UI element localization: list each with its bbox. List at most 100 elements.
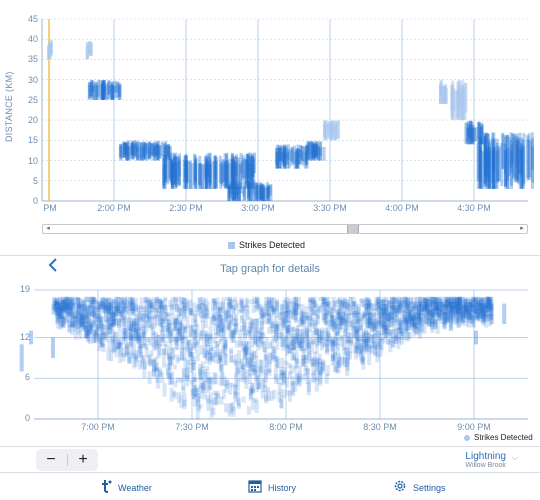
strike-mark	[103, 80, 106, 94]
scroll-right-arrow-icon[interactable]: ▸	[520, 225, 524, 232]
strike-mark	[386, 312, 391, 319]
strike-mark	[346, 313, 351, 323]
chevron-left-icon[interactable]	[48, 258, 58, 277]
strike-mark	[210, 353, 215, 362]
strike-mark	[257, 184, 261, 201]
strike-mark	[133, 330, 138, 339]
strike-mark	[401, 300, 406, 307]
strike-mark	[414, 322, 419, 334]
strike-mark	[208, 335, 213, 347]
strike-mark	[340, 299, 345, 310]
strike-mark	[265, 306, 270, 316]
strike-mark	[437, 303, 441, 311]
layer-selector[interactable]: Lightning Willow Brook ⌵	[465, 451, 518, 469]
strike-mark	[115, 304, 120, 313]
strike-mark	[113, 343, 117, 352]
strike-mark	[329, 320, 334, 328]
strike-mark	[430, 302, 435, 317]
strike-mark	[171, 354, 176, 360]
strike-mark	[242, 305, 247, 311]
strike-mark	[326, 332, 331, 346]
strike-mark	[509, 140, 513, 174]
strike-mark	[181, 297, 186, 304]
tab-settings[interactable]: Settings	[393, 479, 446, 496]
strike-mark	[134, 355, 139, 363]
scrollbar-thumb[interactable]	[347, 225, 359, 233]
strike-mark	[336, 309, 341, 316]
strike-mark	[109, 297, 113, 308]
strike-mark	[145, 314, 150, 323]
strike-mark	[340, 315, 345, 326]
strike-mark	[144, 301, 149, 313]
strike-mark	[384, 306, 389, 319]
strike-mark	[97, 312, 101, 323]
strike-mark	[157, 298, 162, 308]
strike-mark	[142, 144, 145, 161]
strike-mark	[185, 367, 190, 378]
strike-mark	[189, 379, 194, 385]
zoom-in-button[interactable]: +	[78, 451, 88, 468]
distance-plot-area[interactable]	[0, 0, 540, 222]
strike-mark	[367, 311, 372, 322]
strike-mark	[164, 304, 169, 316]
zoom-out-button[interactable]: −	[46, 451, 56, 468]
strike-mark	[148, 303, 153, 309]
strike-chart[interactable]: 19 12 6 0 7:00 PM 7:30 PM 8:00 PM 8:30 PM 9:00 …	[0, 282, 540, 447]
strike-mark	[278, 147, 282, 169]
strike-mark	[408, 309, 412, 321]
timeline-scrollbar[interactable]: ◂ ▸	[42, 224, 528, 234]
strike-mark	[353, 341, 357, 354]
strike-mark	[126, 146, 130, 161]
strike-mark	[239, 341, 244, 346]
distance-chart[interactable]: DISTANCE (KM) 45 40 35 30 25 20 15 10 5 0 PM 2:00 …	[0, 0, 540, 250]
strike-mark	[368, 323, 373, 331]
strike-mark	[435, 320, 440, 334]
strike-mark	[263, 384, 268, 392]
strike-mark	[417, 315, 421, 326]
strike-mark	[176, 304, 181, 318]
strike-mark	[267, 396, 271, 401]
nav-title[interactable]: Tap graph for details	[220, 263, 320, 275]
strike-mark	[409, 297, 414, 304]
strike-mark	[520, 138, 524, 173]
top-legend: Strikes Detected	[228, 240, 305, 250]
strike-mark	[220, 164, 224, 186]
strike-mark	[81, 301, 86, 313]
strike-mark	[431, 296, 436, 304]
strike-mark	[184, 155, 188, 189]
strike-mark	[296, 148, 300, 169]
layer-location: Willow Brook	[465, 462, 506, 469]
strike-mark	[107, 303, 111, 310]
strike-mark	[312, 147, 316, 160]
strike-mark	[73, 312, 78, 320]
strike-mark	[437, 311, 442, 321]
strike-mark	[437, 301, 442, 312]
strike-mark	[463, 304, 468, 313]
strike-mark	[350, 301, 355, 315]
strike-mark	[169, 357, 174, 366]
strike-mark	[299, 309, 304, 322]
strike-mark	[474, 311, 479, 322]
strike-mark	[364, 328, 369, 342]
strike-mark	[55, 311, 60, 323]
strike-mark	[54, 307, 59, 312]
strike-mark	[73, 316, 78, 328]
strike-mark	[180, 333, 184, 340]
strike-mark	[504, 143, 507, 187]
strike-mark	[188, 332, 193, 337]
strike-mark	[293, 385, 298, 392]
tab-history[interactable]: History	[248, 479, 296, 496]
strike-mark	[345, 362, 350, 376]
strike-mark	[294, 149, 298, 169]
strike-mark	[215, 307, 220, 321]
strike-mark	[448, 301, 453, 313]
scroll-left-arrow-icon[interactable]: ◂	[46, 225, 50, 232]
tab-weather[interactable]: Weather	[100, 479, 152, 496]
strike-mark	[245, 299, 250, 305]
strike-plot-area[interactable]	[0, 282, 540, 427]
strike-mark	[135, 330, 140, 344]
strike-mark	[217, 307, 222, 317]
strike-mark	[249, 352, 254, 366]
strike-mark	[317, 304, 322, 314]
strike-mark	[155, 144, 159, 161]
